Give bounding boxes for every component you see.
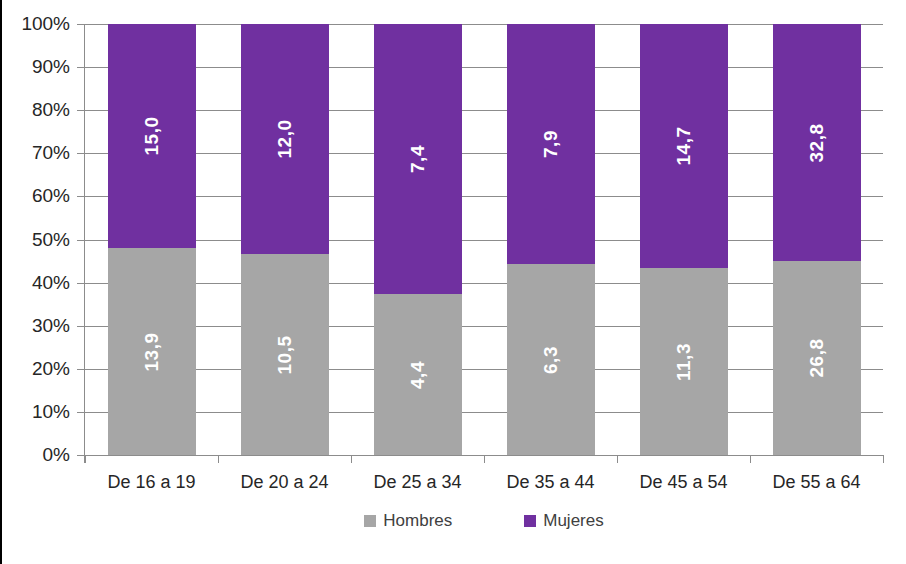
y-tick-label: 50% — [0, 229, 70, 251]
x-category-label: De 55 a 64 — [750, 471, 883, 493]
y-tick-label: 60% — [0, 185, 70, 207]
gridline — [85, 326, 883, 327]
gridline — [85, 240, 883, 241]
bar-label-hombres: 11,3 — [673, 343, 695, 381]
bar-label-hombres: 6,3 — [540, 346, 562, 374]
bar-segment-mujeres: 14,7 — [640, 24, 728, 268]
x-category-label: De 25 a 34 — [351, 471, 484, 493]
x-category-label: De 35 a 44 — [484, 471, 617, 493]
gridline — [85, 196, 883, 197]
bar-label-mujeres: 14,7 — [673, 127, 695, 166]
legend-swatch-mujeres — [524, 515, 536, 527]
bar-label-hombres: 13,9 — [141, 332, 163, 371]
bar-segment-hombres: 10,5 — [241, 254, 329, 455]
bar-segment-hombres: 13,9 — [108, 248, 196, 455]
stacked-bar-chart: 15,0 13,9 12,0 10,5 7,4 4,4 7,9 6,3 14,7 11,3 32,8… — [0, 0, 906, 564]
gridline — [85, 153, 883, 154]
bar-label-mujeres: 7,4 — [407, 145, 429, 173]
x-tick-mark — [617, 455, 618, 463]
gridline — [85, 369, 883, 370]
y-axis-line — [84, 24, 85, 463]
legend-swatch-hombres — [364, 515, 376, 527]
bar-segment-hombres: 4,4 — [374, 294, 462, 455]
gridline — [85, 24, 883, 25]
x-category-label: De 45 a 54 — [617, 471, 750, 493]
bar-segment-hombres: 6,3 — [507, 264, 595, 455]
x-tick-mark — [351, 455, 352, 463]
bar-segment-mujeres: 32,8 — [773, 24, 861, 261]
bar-label-mujeres: 12,0 — [274, 120, 296, 159]
bar-label-mujeres: 7,9 — [540, 130, 562, 158]
bar-label-mujeres: 32,8 — [806, 123, 828, 162]
y-tick-label: 10% — [0, 401, 70, 423]
x-tick-mark — [750, 455, 751, 463]
x-tick-mark — [484, 455, 485, 463]
bar-segment-mujeres: 7,4 — [374, 24, 462, 294]
y-tick-label: 20% — [0, 358, 70, 380]
bar-label-mujeres: 15,0 — [141, 117, 163, 156]
bar-segment-hombres: 11,3 — [640, 268, 728, 455]
y-tick-label: 40% — [0, 272, 70, 294]
x-axis-line — [84, 455, 883, 456]
gridline — [85, 412, 883, 413]
legend-item-mujeres: Mujeres — [524, 511, 603, 531]
bar-segment-mujeres: 7,9 — [507, 24, 595, 264]
y-tick-label: 90% — [0, 56, 70, 78]
y-tick-label: 0% — [0, 444, 70, 466]
y-tick-label: 100% — [0, 13, 70, 35]
bar-segment-mujeres: 12,0 — [241, 24, 329, 254]
x-tick-mark — [85, 455, 86, 463]
y-tick-label: 80% — [0, 99, 70, 121]
bar-segment-mujeres: 15,0 — [108, 24, 196, 248]
x-tick-mark — [883, 455, 884, 463]
bar-label-hombres: 10,5 — [274, 335, 296, 374]
y-tick-label: 70% — [0, 142, 70, 164]
bar-segment-hombres: 26,8 — [773, 261, 861, 455]
y-tick-label: 30% — [0, 315, 70, 337]
gridline — [85, 283, 883, 284]
gridline — [85, 110, 883, 111]
legend: Hombres Mujeres — [85, 511, 883, 531]
legend-label-hombres: Hombres — [383, 511, 452, 531]
x-category-label: De 16 a 19 — [85, 471, 218, 493]
x-tick-mark — [218, 455, 219, 463]
bar-label-hombres: 26,8 — [806, 339, 828, 378]
bar-label-hombres: 4,4 — [407, 361, 429, 389]
x-category-label: De 20 a 24 — [218, 471, 351, 493]
gridline — [85, 67, 883, 68]
legend-label-mujeres: Mujeres — [543, 511, 603, 531]
legend-item-hombres: Hombres — [364, 511, 452, 531]
